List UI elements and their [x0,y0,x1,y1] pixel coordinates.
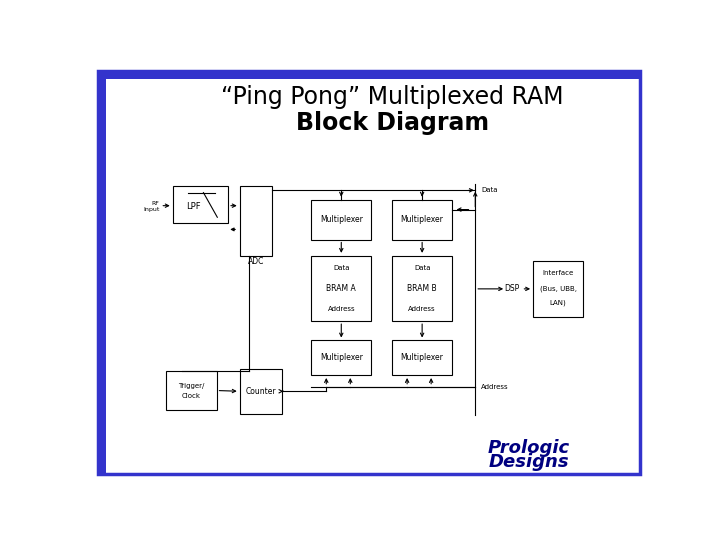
Text: Multiplexer: Multiplexer [320,215,363,224]
Text: LPF: LPF [186,202,201,211]
Bar [392,340,452,375]
Bar [311,200,372,240]
Bar [98,71,106,475]
Bar [392,200,452,240]
Text: Block Diagram: Block Diagram [295,111,489,134]
Text: Data: Data [414,265,431,271]
Text: Multiplexer: Multiplexer [320,353,363,362]
Text: ADC: ADC [248,258,264,266]
Bar [166,372,217,410]
Bar [392,256,452,321]
Bar [173,186,228,224]
Text: DSP: DSP [504,285,519,293]
Text: Address: Address [328,306,355,313]
Text: Data: Data [482,187,498,193]
Text: Multiplexer: Multiplexer [401,353,444,362]
Text: Clock: Clock [182,393,201,399]
Bar [533,261,583,316]
Bar [240,369,282,414]
Text: Prologic: Prologic [488,439,570,457]
Bar [311,256,372,321]
Text: Address: Address [408,306,436,313]
Bar [240,186,272,256]
Text: BRAM B: BRAM B [408,284,437,293]
Text: (Bus, UBB,: (Bus, UBB, [539,286,577,292]
Text: Input: Input [143,207,160,212]
Text: RF: RF [152,200,160,206]
Bar [311,340,372,375]
Text: Interface: Interface [542,271,574,276]
Text: “Ping Pong” Multiplexed RAM: “Ping Pong” Multiplexed RAM [221,85,563,109]
Text: Data: Data [333,265,349,271]
Text: Trigger/: Trigger/ [179,383,204,389]
Text: BRAM A: BRAM A [326,284,356,293]
Text: LAN): LAN) [549,300,567,306]
Text: Designs: Designs [489,453,570,471]
Text: Multiplexer: Multiplexer [401,215,444,224]
Bar [98,71,640,79]
Text: Address: Address [482,383,509,390]
Text: Counter: Counter [246,387,276,396]
